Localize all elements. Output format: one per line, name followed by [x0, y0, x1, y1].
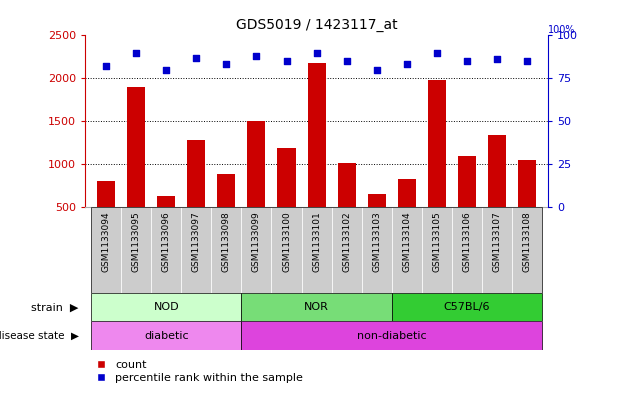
Bar — [97, 181, 115, 250]
Bar — [428, 80, 446, 250]
Bar — [398, 179, 416, 250]
Text: strain  ▶: strain ▶ — [32, 302, 79, 312]
Point — [131, 50, 141, 56]
Bar — [241, 293, 392, 321]
Point — [402, 61, 412, 68]
Text: GSM1133106: GSM1133106 — [462, 211, 471, 272]
Point — [221, 61, 231, 68]
Bar — [91, 207, 121, 293]
Text: NOR: NOR — [304, 302, 329, 312]
Bar — [217, 174, 236, 250]
Point — [282, 58, 292, 64]
Text: GSM1133101: GSM1133101 — [312, 211, 321, 272]
Point — [312, 50, 322, 56]
Bar — [392, 207, 422, 293]
Bar — [158, 196, 175, 250]
Bar — [422, 207, 452, 293]
Point — [101, 63, 111, 69]
Text: GSM1133102: GSM1133102 — [342, 211, 351, 272]
Bar — [241, 321, 542, 350]
Bar — [331, 207, 362, 293]
Title: GDS5019 / 1423117_at: GDS5019 / 1423117_at — [236, 18, 398, 31]
Bar — [458, 156, 476, 250]
Text: GSM1133096: GSM1133096 — [162, 211, 171, 272]
Text: GSM1133108: GSM1133108 — [522, 211, 532, 272]
Text: GSM1133103: GSM1133103 — [372, 211, 381, 272]
Text: disease state  ▶: disease state ▶ — [0, 331, 79, 341]
Text: GSM1133095: GSM1133095 — [132, 211, 140, 272]
Bar — [482, 207, 512, 293]
Bar — [392, 293, 542, 321]
Text: GSM1133094: GSM1133094 — [101, 211, 111, 272]
Bar — [91, 293, 241, 321]
Bar — [518, 160, 536, 250]
Bar — [277, 148, 295, 250]
Bar — [512, 207, 542, 293]
Text: GSM1133104: GSM1133104 — [403, 211, 411, 272]
Bar — [181, 207, 211, 293]
Point — [372, 66, 382, 73]
Text: GSM1133107: GSM1133107 — [493, 211, 501, 272]
Bar — [302, 207, 331, 293]
Bar — [241, 207, 272, 293]
Bar — [338, 163, 356, 250]
Text: C57BL/6: C57BL/6 — [444, 302, 490, 312]
Bar — [211, 207, 241, 293]
Point — [522, 58, 532, 64]
Point — [161, 66, 171, 73]
Text: non-diabetic: non-diabetic — [357, 331, 427, 341]
Bar — [368, 194, 386, 250]
Text: GSM1133097: GSM1133097 — [192, 211, 201, 272]
Text: GSM1133105: GSM1133105 — [432, 211, 442, 272]
Bar — [187, 140, 205, 250]
Text: NOD: NOD — [154, 302, 179, 312]
Point — [432, 50, 442, 56]
Bar — [307, 63, 326, 250]
Bar — [272, 207, 302, 293]
Bar — [362, 207, 392, 293]
Bar — [151, 207, 181, 293]
Point — [251, 53, 261, 59]
Bar — [488, 135, 506, 250]
Bar — [452, 207, 482, 293]
Text: GSM1133098: GSM1133098 — [222, 211, 231, 272]
Bar — [127, 87, 145, 250]
Point — [341, 58, 352, 64]
Text: 100%: 100% — [548, 26, 576, 35]
Text: GSM1133100: GSM1133100 — [282, 211, 291, 272]
Point — [492, 56, 502, 62]
Legend: count, percentile rank within the sample: count, percentile rank within the sample — [91, 355, 307, 387]
Point — [462, 58, 472, 64]
Text: GSM1133099: GSM1133099 — [252, 211, 261, 272]
Text: diabetic: diabetic — [144, 331, 188, 341]
Bar — [121, 207, 151, 293]
Point — [192, 55, 202, 61]
Bar — [91, 321, 241, 350]
Bar — [248, 121, 265, 250]
